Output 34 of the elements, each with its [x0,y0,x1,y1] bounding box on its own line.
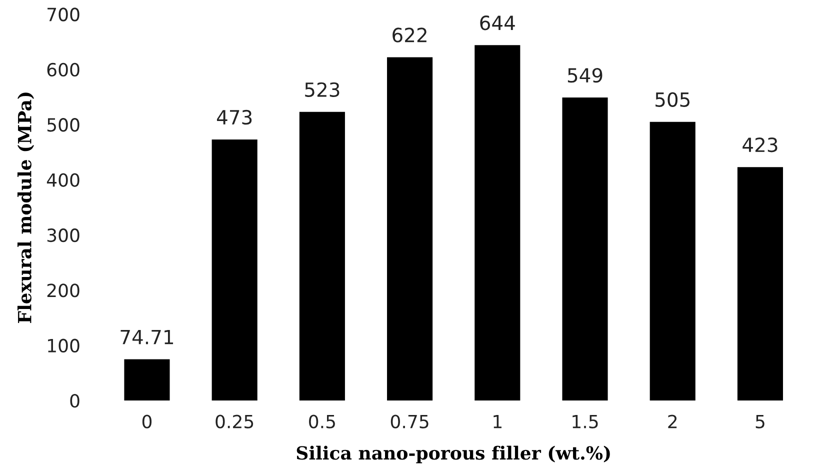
y-axis-title: Flexural module (MPa) [17,92,34,323]
data-label: 423 [742,138,778,152]
x-tick-label: 0.25 [216,414,254,428]
data-label: 74.71 [120,330,174,344]
bar [737,167,784,401]
y-tick-label: 300 [47,228,80,242]
x-tick-label: 1.5 [572,414,598,428]
x-tick-label: 2 [668,414,677,428]
bar [124,359,170,401]
data-label: 549 [568,68,602,83]
bar [562,98,608,401]
bar [650,122,696,401]
data-label: 505 [656,92,690,107]
y-tick-label: 200 [47,284,80,298]
y-tick-label: 700 [48,8,80,22]
bar [387,57,433,401]
x-tick-label: 0.75 [390,414,428,428]
x-tick-label: 0.5 [309,414,335,428]
y-tick-label: 100 [48,338,80,352]
data-label: 523 [305,82,340,98]
x-tick-label: 5 [756,414,764,428]
y-tick-label: 600 [47,62,80,77]
data-label: 644 [480,16,515,30]
bar [299,112,345,401]
bar [474,45,520,401]
bar [212,139,258,401]
y-tick-label: 0 [70,394,80,408]
x-axis-title: Silica nano-porous filler (wt.%) [296,446,610,464]
data-label: 473 [216,110,252,125]
x-tick-label: 0 [142,414,152,428]
y-tick-label: 400 [46,173,80,187]
x-tick-label: 1 [494,414,502,428]
data-label: 622 [392,28,426,42]
y-tick-label: 500 [47,118,80,132]
